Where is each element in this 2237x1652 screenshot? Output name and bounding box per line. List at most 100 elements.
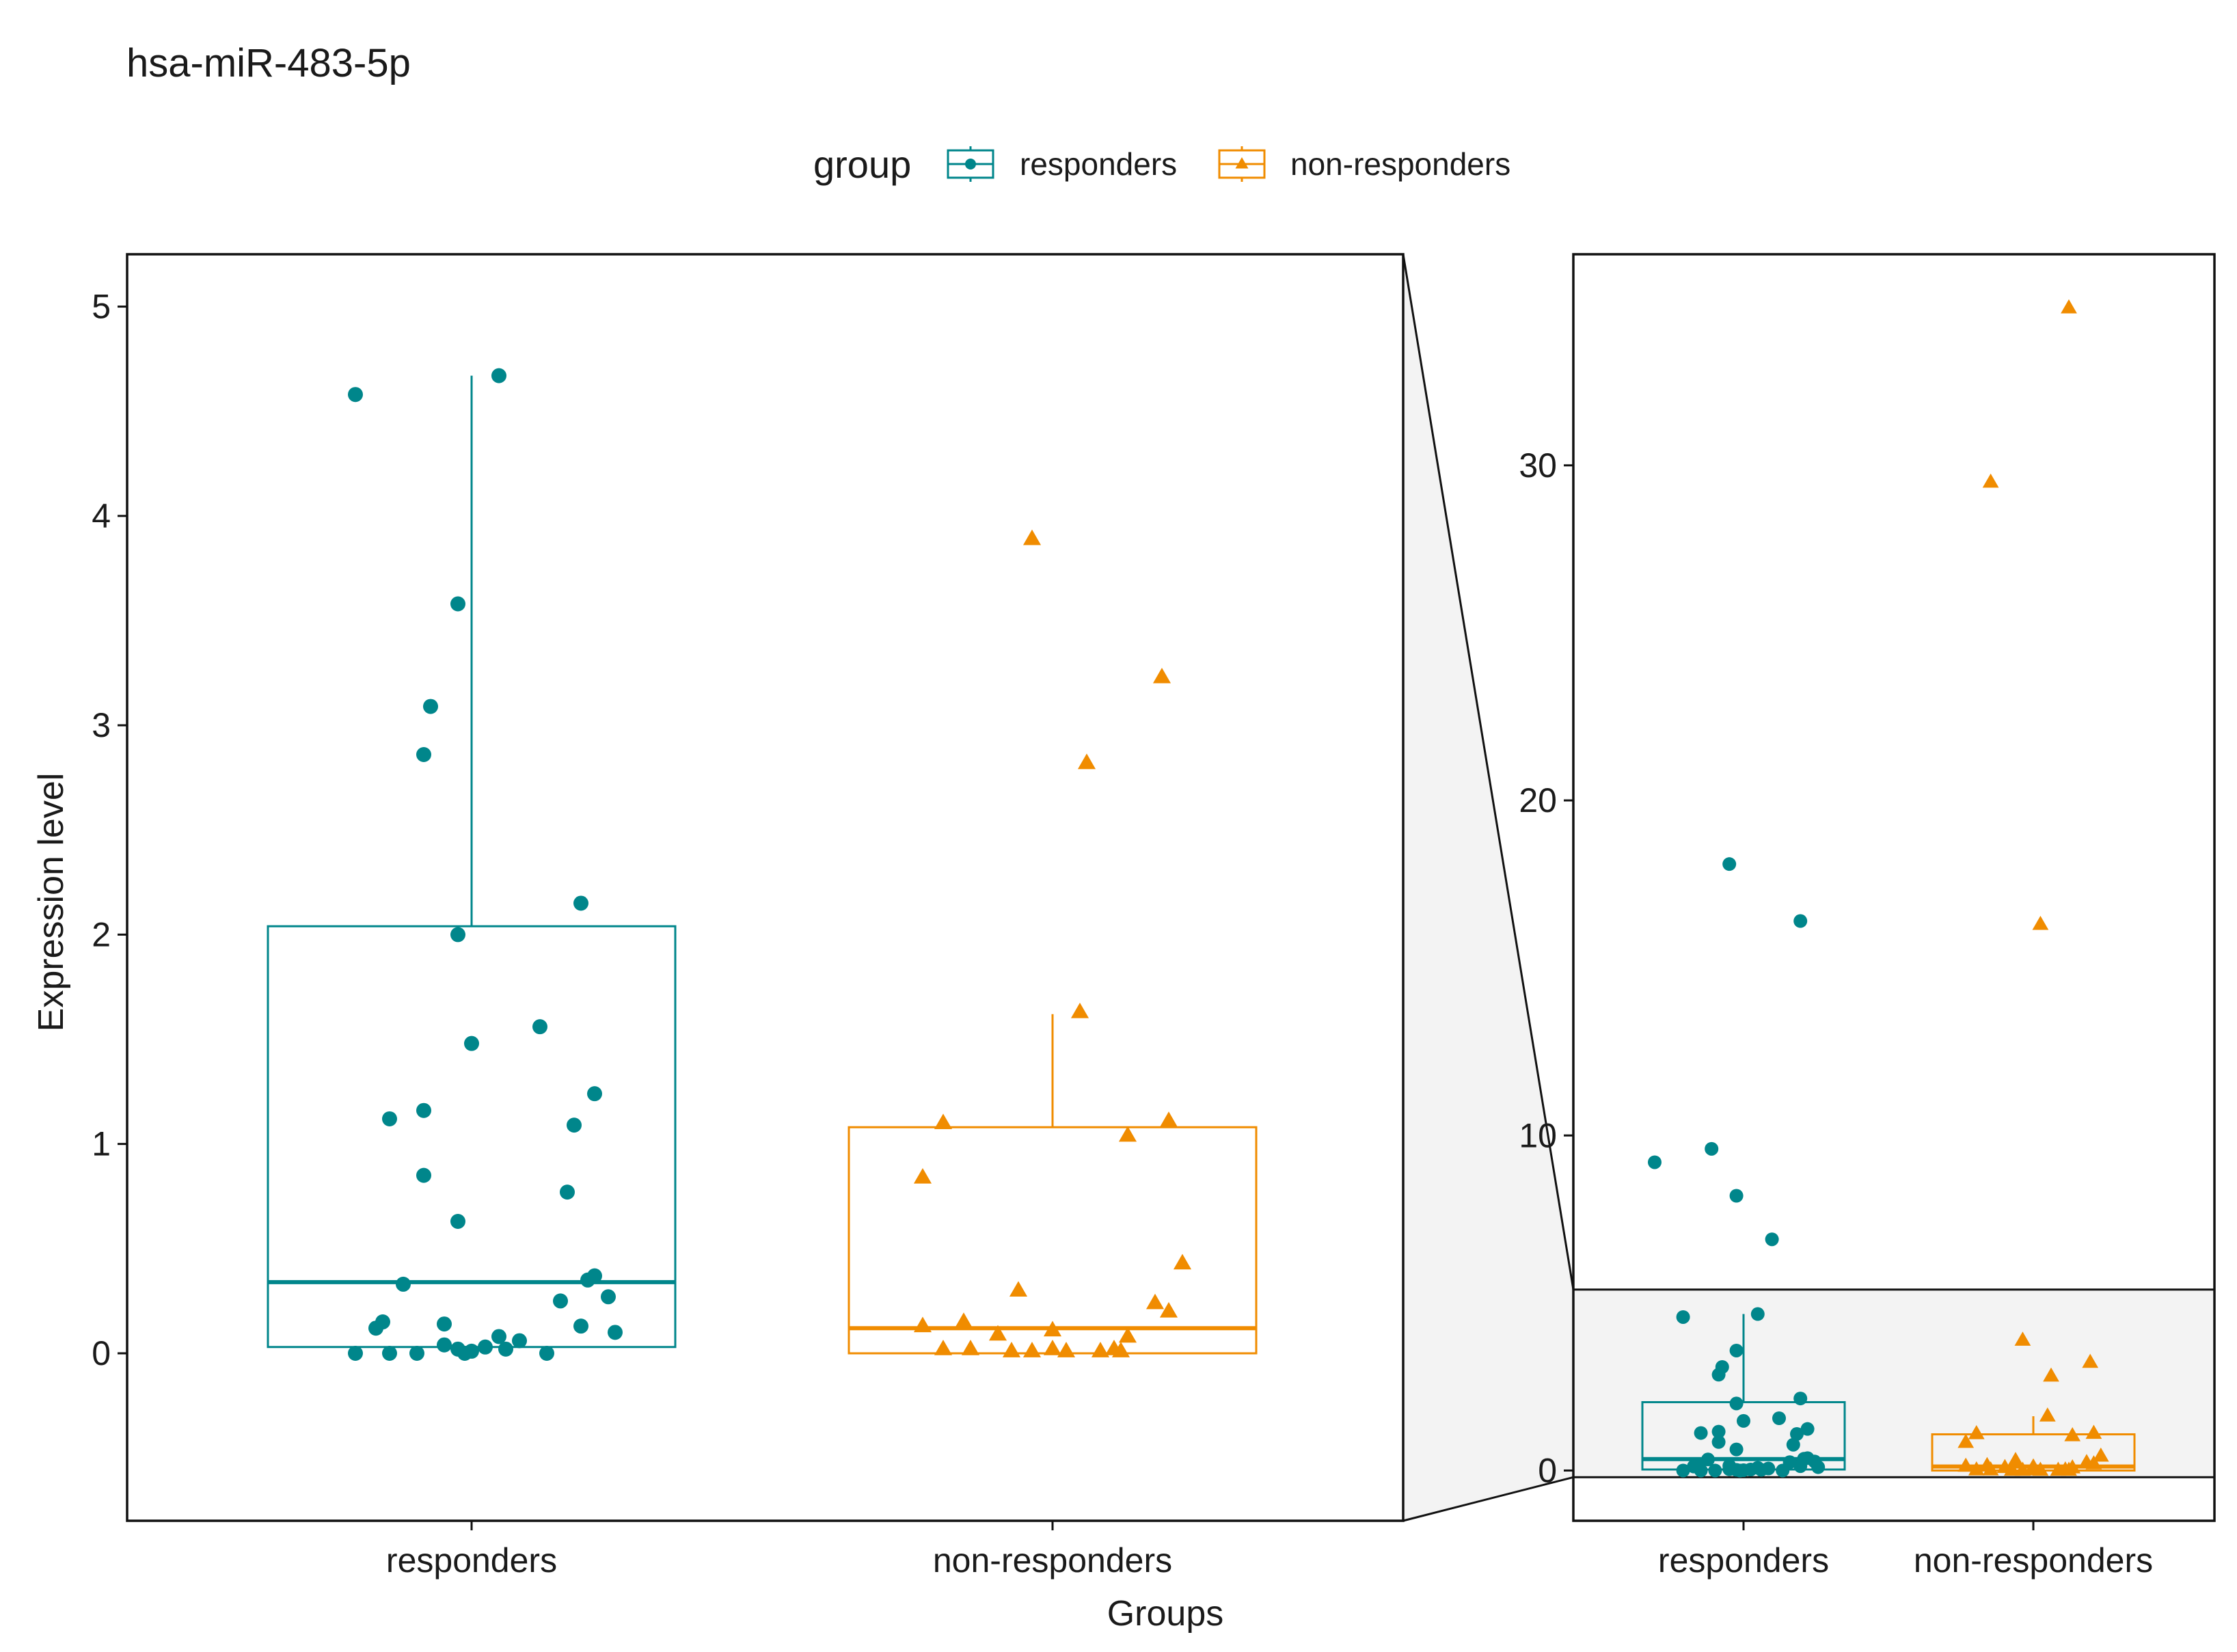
zoomed-non-responders-point	[1118, 1126, 1137, 1142]
full-responders-point	[1711, 1424, 1726, 1439]
full-panel-frame	[1572, 253, 2216, 1522]
full-non-responders-point	[2085, 1424, 2102, 1439]
zoom-connector	[1402, 254, 1575, 1522]
zoomed-non-responders-point	[1057, 1342, 1076, 1357]
zoomed-responders-point	[478, 1339, 493, 1355]
zoomed-non-responders-point	[1022, 529, 1042, 545]
full-non-responders-point	[1982, 1461, 1999, 1476]
zoomed-y-tick-label: 0	[92, 1334, 111, 1372]
zoomed-responders-point	[573, 1318, 588, 1334]
full-non-responders-point	[2007, 1452, 2024, 1466]
zoomed-non-responders-point	[1159, 1301, 1178, 1318]
zoomed-y-tick-label: 1	[92, 1125, 111, 1163]
zoomed-responders-point	[450, 927, 465, 943]
zoomed-non-responders-point	[934, 1340, 953, 1355]
full-non-responders-point	[2043, 1367, 2059, 1382]
full-y-tick-label: 0	[1538, 1451, 1557, 1489]
full-responders-point	[1676, 1310, 1690, 1324]
zoomed-responders-point	[498, 1341, 513, 1357]
zoomed-non-responders-point	[1043, 1340, 1062, 1355]
full-responders-point	[1765, 1232, 1779, 1247]
full-responders-point	[1648, 1155, 1662, 1169]
full-responders-point	[1793, 914, 1808, 928]
legend-title: group	[813, 143, 911, 186]
zoomed-non-responders-point	[1077, 753, 1096, 770]
full-non-responders-point	[2003, 1461, 2020, 1476]
full-range-panel: 0 10 20 30	[1519, 253, 2216, 1530]
zoomed-non-responders-point	[1002, 1342, 1021, 1357]
full-responders-point	[1786, 1437, 1800, 1452]
zoomed-responders-point	[532, 1019, 547, 1035]
full-non-responders-point	[2085, 1455, 2102, 1470]
full-responders-point	[1800, 1422, 1815, 1436]
full-non-responders-point	[2082, 1353, 2099, 1368]
y-axis-title: Expression level	[31, 773, 71, 1032]
x-tick-label-responders-zoomed: responders	[386, 1541, 557, 1580]
zoomed-panel-frame	[126, 253, 1405, 1522]
legend-key-marker-responders	[965, 159, 976, 170]
zoom-connector-line-bottom	[1402, 1476, 1574, 1522]
full-responders-point	[1793, 1459, 1808, 1474]
full-non-responders-point	[2061, 1461, 2077, 1476]
legend-label-non-responders: non-responders	[1290, 146, 1510, 182]
full-responders-point	[1750, 1307, 1765, 1321]
zoomed-responders-point	[382, 1345, 397, 1361]
legend-label-responders: responders	[1020, 146, 1177, 182]
full-responders-point	[1754, 1463, 1768, 1477]
zoomed-non-responders-point	[1152, 667, 1171, 683]
zoomed-responders-point	[416, 1102, 431, 1118]
full-responders-point	[1701, 1452, 1715, 1467]
full-responders-point	[1733, 1463, 1747, 1478]
full-y-tick-label: 20	[1519, 781, 1557, 820]
zoomed-responders-point	[560, 1184, 575, 1200]
zoomed-responders-point	[587, 1086, 602, 1102]
zoomed-non-responders-point	[1111, 1342, 1130, 1357]
zoom-connector-fill	[1403, 254, 1573, 1521]
full-responders-point	[1676, 1463, 1690, 1478]
full-responders-point	[1737, 1413, 1750, 1428]
zoomed-responders-point	[580, 1272, 595, 1288]
full-responders-point	[1811, 1460, 1826, 1474]
zoomed-y-tick-label: 3	[92, 706, 111, 744]
full-y-tick-label: 10	[1519, 1116, 1557, 1154]
zoomed-responders-point	[608, 1325, 623, 1340]
zoomed-responders-point	[382, 1111, 397, 1126]
full-responders-point	[1729, 1189, 1744, 1203]
x-tick-label-non-responders-zoomed: non-responders	[933, 1541, 1172, 1580]
full-non-responders-point	[1957, 1433, 1975, 1448]
zoomed-non-responders-point	[913, 1167, 932, 1184]
zoomed-responders-point	[409, 1345, 424, 1361]
full-responders-point	[1790, 1427, 1804, 1441]
full-responders-point	[1708, 1463, 1722, 1478]
full-y-tick-label: 30	[1519, 446, 1557, 485]
zoomed-responders-point	[396, 1276, 411, 1292]
zoomed-non-responders-point	[1009, 1281, 1028, 1297]
zoomed-responders-point	[512, 1333, 527, 1349]
zoomed-responders-point	[491, 368, 506, 383]
zoomed-responders-point	[573, 895, 588, 911]
full-non-responders-point	[2032, 1461, 2049, 1476]
zoomed-responders-point	[567, 1118, 582, 1133]
zoomed-responders-point	[416, 747, 431, 763]
zoomed-responders-point	[368, 1321, 383, 1336]
zoomed-responders-point	[348, 1345, 363, 1361]
zoomed-non-responders-point	[961, 1340, 980, 1355]
zoomed-non-responders-point	[1118, 1327, 1137, 1343]
x-tick-label-non-responders-full: non-responders	[1914, 1541, 2153, 1580]
zoomed-responders-point	[464, 1035, 479, 1051]
zoomed-non-responders-point	[934, 1113, 953, 1130]
full-responders-point	[1711, 1435, 1726, 1449]
full-responders-point	[1711, 1368, 1726, 1382]
legend: group responders non-responders	[813, 143, 1510, 186]
zoomed-responders-point	[348, 387, 363, 403]
legend-key-marker-non-responders	[1235, 157, 1249, 169]
full-responders-point	[1722, 857, 1737, 871]
full-responders-point	[1694, 1426, 1708, 1440]
x-tick-label-responders-full: responders	[1658, 1541, 1829, 1580]
full-responders-point	[1705, 1141, 1719, 1156]
zoomed-non-responders-box	[848, 1126, 1258, 1355]
zoomed-responders-point	[450, 1214, 465, 1230]
chart-title: hsa-miR-483-5p	[126, 41, 411, 85]
zoomed-responders-point	[553, 1293, 568, 1309]
full-non-responders-point	[1982, 473, 1999, 488]
